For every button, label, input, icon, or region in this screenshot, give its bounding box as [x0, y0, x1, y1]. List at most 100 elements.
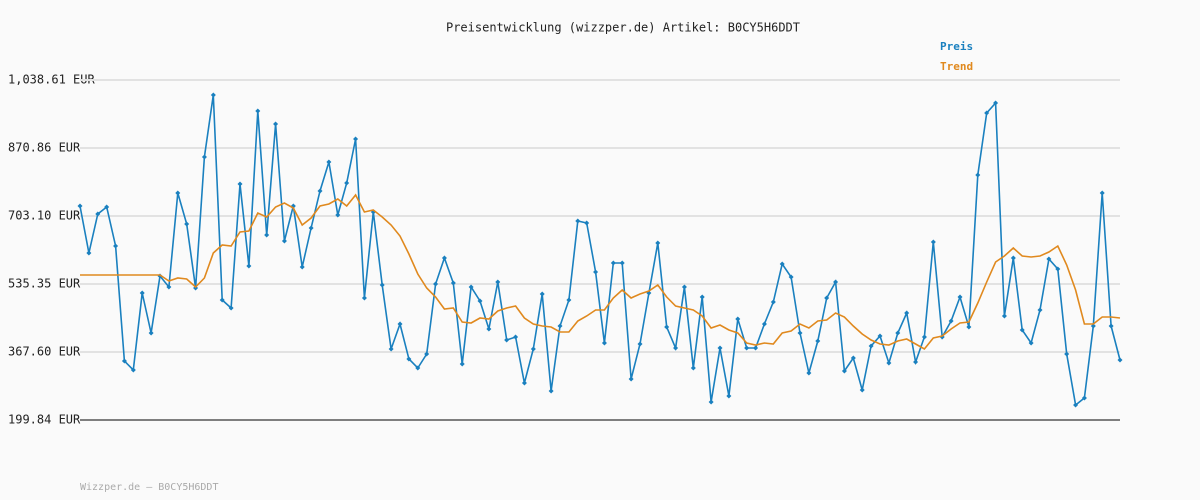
point-marker: [557, 323, 563, 329]
point-marker: [1099, 190, 1105, 196]
point-marker: [1037, 307, 1043, 313]
point-marker: [601, 340, 607, 346]
point-marker: [1046, 256, 1052, 262]
point-marker: [397, 321, 403, 327]
point-marker: [859, 387, 865, 393]
point-marker: [993, 100, 999, 106]
point-marker: [255, 108, 261, 114]
point-marker: [699, 294, 705, 300]
y-tick-label: 367.60 EUR: [8, 344, 81, 358]
point-marker: [237, 181, 243, 187]
point-marker: [1081, 395, 1087, 401]
point-marker: [1028, 340, 1034, 346]
point-marker: [619, 260, 625, 266]
series-line: [80, 193, 1121, 351]
point-marker: [753, 345, 759, 351]
point-marker: [353, 136, 359, 142]
point-marker: [930, 239, 936, 245]
point-marker: [184, 221, 190, 227]
point-marker: [468, 284, 474, 290]
point-marker: [957, 294, 963, 300]
point-marker: [361, 295, 367, 301]
point-marker: [104, 204, 110, 210]
point-marker: [593, 269, 599, 275]
point-marker: [317, 188, 323, 194]
point-marker: [637, 341, 643, 347]
point-marker: [281, 238, 287, 244]
point-marker: [530, 346, 536, 352]
y-tick-label: 703.10 EUR: [8, 209, 81, 223]
point-marker: [770, 299, 776, 305]
point-marker: [335, 212, 341, 218]
point-marker: [344, 180, 350, 186]
point-marker: [655, 240, 661, 246]
point-marker: [166, 284, 172, 290]
y-tick-label: 1,038.61 EUR: [8, 73, 95, 87]
point-marker: [717, 345, 723, 351]
point-marker: [459, 361, 465, 367]
point-marker: [175, 190, 181, 196]
point-marker: [1010, 255, 1016, 261]
point-marker: [788, 274, 794, 280]
point-marker: [415, 365, 421, 371]
point-marker: [148, 330, 154, 336]
point-marker: [539, 291, 545, 297]
point-marker: [690, 365, 696, 371]
point-marker: [584, 220, 590, 226]
point-marker: [406, 356, 412, 362]
point-marker: [850, 355, 856, 361]
point-marker: [566, 297, 572, 303]
point-marker: [681, 284, 687, 290]
point-marker: [379, 282, 385, 288]
point-marker: [1117, 357, 1123, 363]
point-marker: [441, 255, 447, 261]
point-marker: [308, 225, 314, 231]
point-marker: [726, 393, 732, 399]
point-marker: [761, 321, 767, 327]
point-marker: [575, 218, 581, 224]
point-marker: [486, 326, 492, 332]
point-marker: [388, 346, 394, 352]
point-marker: [1055, 266, 1061, 272]
point-marker: [708, 399, 714, 405]
point-marker: [806, 370, 812, 376]
y-tick-label: 870.86 EUR: [8, 140, 81, 154]
point-marker: [273, 121, 279, 127]
footer: Wizzper.de – B0CY5H6DDT: [80, 482, 218, 493]
point-marker: [610, 260, 616, 266]
point-marker: [904, 310, 910, 316]
point-marker: [424, 351, 430, 357]
series-line: [79, 94, 1121, 407]
chart-title: Preisentwicklung (wizzper.de) Artikel: B…: [446, 21, 800, 35]
point-marker: [495, 279, 501, 285]
point-marker: [95, 211, 101, 217]
point-marker: [877, 333, 883, 339]
point-marker: [264, 232, 270, 238]
point-marker: [228, 305, 234, 311]
point-marker: [1001, 313, 1007, 319]
point-marker: [113, 243, 119, 249]
point-marker: [477, 298, 483, 304]
point-marker: [130, 367, 136, 373]
point-marker: [201, 154, 207, 160]
y-tick-label: 535.35 EUR: [8, 276, 81, 290]
point-marker: [1108, 323, 1114, 329]
point-marker: [673, 345, 679, 351]
point-marker: [824, 295, 830, 301]
point-marker: [735, 316, 741, 322]
point-marker: [779, 261, 785, 267]
point-marker: [513, 334, 519, 340]
point-marker: [797, 330, 803, 336]
point-marker: [841, 368, 847, 374]
point-marker: [895, 330, 901, 336]
point-marker: [548, 388, 554, 394]
point-marker: [868, 343, 874, 349]
point-marker: [121, 358, 127, 364]
point-marker: [1064, 351, 1070, 357]
point-marker: [975, 172, 981, 178]
point-marker: [504, 337, 510, 343]
point-marker: [913, 359, 919, 365]
